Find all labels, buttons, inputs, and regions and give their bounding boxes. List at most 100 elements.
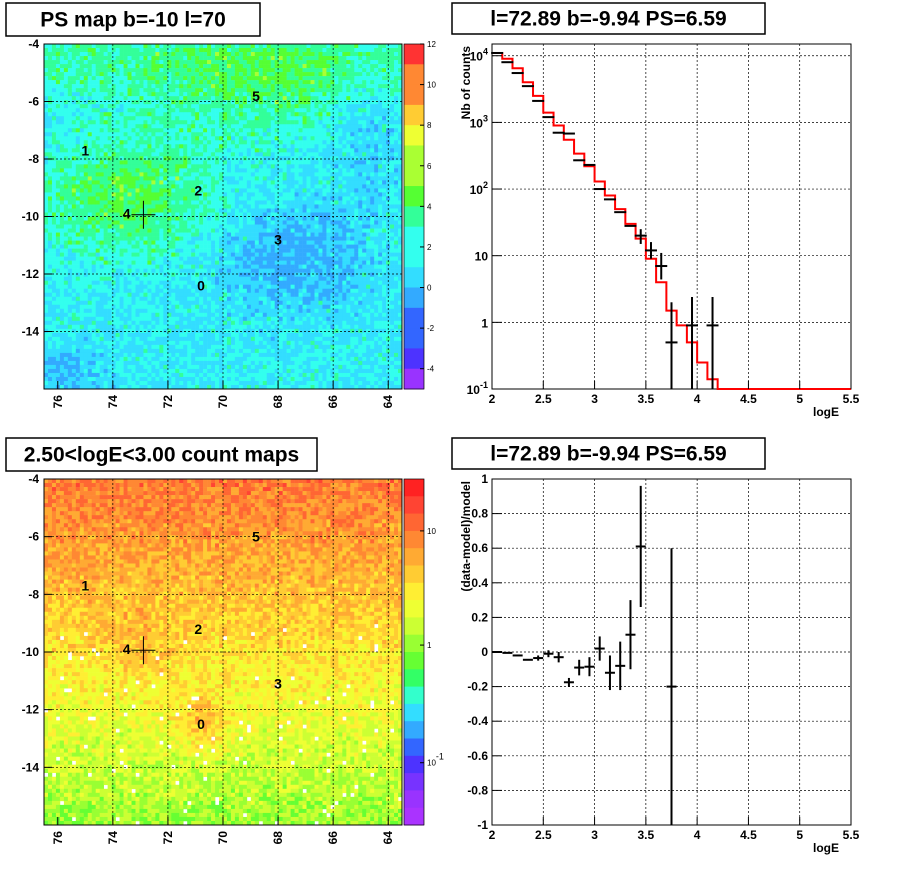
heatmap-cell — [215, 44, 220, 49]
heatmap-cell — [266, 368, 272, 374]
heatmap-cell — [254, 232, 260, 237]
heatmap-cell — [230, 128, 236, 133]
heatmap-cell — [87, 76, 93, 81]
heatmap-cell — [63, 76, 69, 81]
heatmap-cell — [262, 84, 268, 89]
heatmap-cell — [230, 344, 236, 350]
heatmap-cell — [75, 296, 81, 302]
heatmap-cell — [183, 236, 188, 241]
heatmap-cell — [107, 172, 112, 177]
heatmap-cell — [91, 276, 97, 281]
heatmap-cell — [183, 384, 188, 390]
heatmap-cell — [155, 344, 160, 350]
heatmap-cell — [115, 160, 120, 165]
heatmap-cell — [199, 276, 204, 281]
heatmap-cell — [87, 228, 93, 233]
heatmap-cell — [238, 152, 244, 157]
heatmap-cell — [131, 384, 136, 390]
heatmap-cell — [254, 224, 260, 229]
heatmap-cell — [207, 248, 212, 253]
heatmap-cell — [258, 132, 264, 137]
heatmap-cell — [87, 172, 93, 177]
heatmap-cell — [167, 300, 172, 306]
heatmap-cell — [119, 336, 124, 342]
heatmap-cell — [207, 324, 212, 330]
heatmap-cell — [95, 356, 100, 362]
heatmap-cell — [183, 264, 188, 269]
heatmap-cell — [139, 244, 144, 249]
heatmap-cell — [75, 360, 81, 366]
heatmap-cell — [207, 140, 212, 145]
heatmap-cell — [223, 108, 228, 113]
heatmap-cell — [79, 352, 85, 358]
heatmap-cell — [79, 76, 85, 81]
heatmap-cell — [131, 312, 136, 318]
heatmap-cell — [79, 212, 85, 217]
heatmap-cell — [75, 332, 81, 338]
heatmap-cell — [155, 228, 160, 233]
heatmap-cell — [139, 76, 144, 81]
heatmap-cell — [135, 48, 140, 53]
heatmap-cell — [67, 88, 73, 93]
heatmap-cell — [103, 52, 108, 57]
heatmap-cell — [155, 124, 160, 129]
heatmap-cell — [111, 316, 116, 322]
heatmap-cell — [91, 348, 97, 354]
heatmap-cell — [55, 124, 61, 129]
heatmap-cell — [131, 292, 136, 298]
heatmap-cell — [250, 264, 256, 269]
heatmap-cell — [127, 244, 132, 249]
heatmap-cell — [250, 232, 256, 237]
heatmap-cell — [99, 224, 104, 229]
heatmap-cell — [163, 220, 168, 225]
heatmap-cell — [219, 108, 224, 113]
heatmap-cell — [83, 268, 89, 273]
heatmap-cell — [207, 232, 212, 237]
heatmap-cell — [195, 72, 200, 77]
heatmap-cell — [219, 60, 224, 65]
heatmap-cell — [250, 276, 256, 281]
heatmap-cell — [63, 72, 69, 77]
heatmap-cell — [155, 128, 160, 133]
heatmap-cell — [63, 208, 69, 213]
heatmap-cell — [51, 264, 57, 269]
heatmap-cell — [254, 336, 260, 342]
heatmap-cell — [55, 304, 61, 310]
heatmap-cell — [83, 104, 89, 109]
heatmap-cell — [75, 152, 81, 157]
heatmap-cell — [163, 256, 168, 261]
heatmap-cell — [83, 288, 89, 294]
heatmap-cell — [99, 372, 104, 378]
heatmap-cell — [167, 248, 172, 253]
heatmap-cell — [199, 284, 204, 290]
heatmap-cell — [179, 136, 184, 141]
heatmap-cell — [215, 220, 220, 225]
heatmap-cell — [258, 120, 264, 125]
heatmap-cell — [147, 376, 152, 382]
heatmap-cell — [147, 116, 152, 121]
heatmap-cell — [59, 320, 65, 326]
heatmap-cell — [223, 48, 228, 53]
heatmap-cell — [183, 188, 188, 193]
heatmap-cell — [215, 52, 220, 57]
heatmap-cell — [51, 128, 57, 133]
heatmap-cell — [234, 144, 240, 149]
heatmap-cell — [203, 76, 208, 81]
heatmap-cell — [151, 96, 156, 101]
heatmap-cell — [55, 328, 61, 334]
heatmap-cell — [95, 148, 100, 153]
heatmap-cell — [103, 300, 108, 306]
heatmap-cell — [254, 160, 260, 165]
heatmap-cell — [143, 220, 148, 225]
heatmap-cell — [59, 212, 65, 217]
heatmap-cell — [195, 228, 200, 233]
heatmap-cell — [151, 124, 156, 129]
heatmap-cell — [163, 60, 168, 65]
heatmap-cell — [211, 292, 216, 298]
heatmap-cell — [187, 56, 192, 61]
heatmap-cell — [83, 368, 89, 374]
heatmap-cell — [119, 92, 124, 97]
heatmap-cell — [143, 124, 148, 129]
heatmap-cell — [171, 132, 176, 137]
heatmap-cell — [147, 260, 152, 265]
